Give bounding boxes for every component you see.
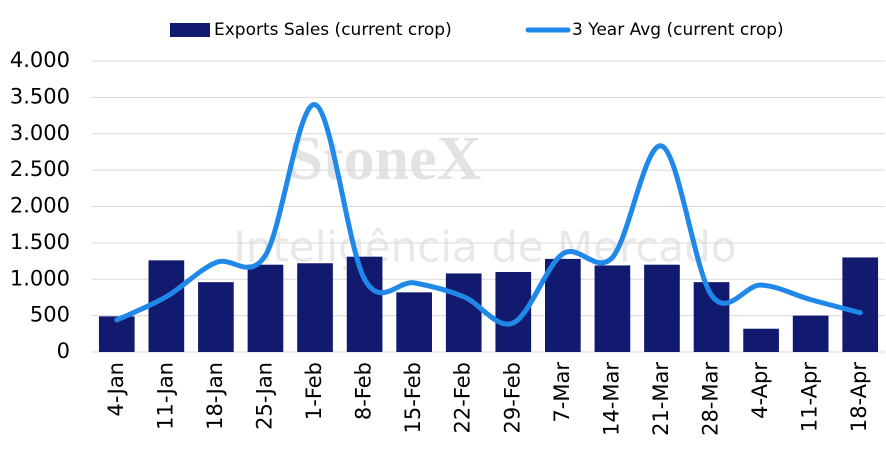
bar: [247, 264, 284, 352]
y-tick-label: 500: [30, 303, 70, 327]
y-tick-label: 0: [57, 339, 70, 363]
x-tick-label: 15-Feb: [401, 362, 425, 433]
bar: [743, 328, 779, 352]
x-tick-label: 14-Mar: [599, 362, 623, 436]
x-tick-label: 29-Feb: [500, 362, 524, 433]
x-tick-label: 4-Jan: [104, 362, 128, 416]
bar: [644, 264, 680, 352]
legend-swatch: [170, 23, 210, 37]
x-tick-label: 7-Mar: [550, 362, 574, 423]
y-tick-label: 4.000: [10, 48, 70, 72]
y-tick-label: 2.500: [10, 157, 70, 181]
bar: [792, 315, 829, 352]
bar: [594, 265, 631, 352]
x-tick-label: 4-Apr: [748, 362, 772, 419]
bar: [396, 292, 432, 352]
bar: [297, 263, 333, 352]
x-tick-label: 1-Feb: [302, 362, 326, 420]
x-tick-label: 11-Jan: [153, 362, 177, 430]
x-tick-label: 21-Mar: [649, 362, 673, 436]
x-tick-label: 18-Jan: [203, 362, 227, 430]
bar: [842, 257, 879, 352]
x-tick-label: 25-Jan: [252, 362, 276, 430]
x-tick-label: 8-Feb: [352, 362, 376, 420]
legend-label: 3 Year Avg (current crop): [572, 20, 784, 40]
bar: [198, 282, 234, 352]
y-tick-label: 3.500: [10, 84, 70, 108]
x-tick-label: 11-Apr: [798, 362, 822, 433]
y-tick-label: 1.500: [10, 230, 70, 254]
x-tick-label: 28-Mar: [699, 362, 723, 436]
x-tick-label: 22-Feb: [451, 362, 475, 433]
bar: [445, 273, 482, 352]
y-tick-label: 2.000: [10, 194, 70, 218]
bar: [346, 256, 383, 352]
line: [114, 102, 863, 327]
x-tick-label: 18-Apr: [847, 362, 871, 433]
y-tick-label: 1.000: [10, 266, 70, 290]
bar: [545, 258, 581, 352]
y-tick-label: 3.000: [10, 121, 70, 145]
bar: [148, 260, 185, 352]
watermark: StoneX: [289, 125, 482, 193]
legend-label: Exports Sales (current crop): [214, 20, 452, 40]
